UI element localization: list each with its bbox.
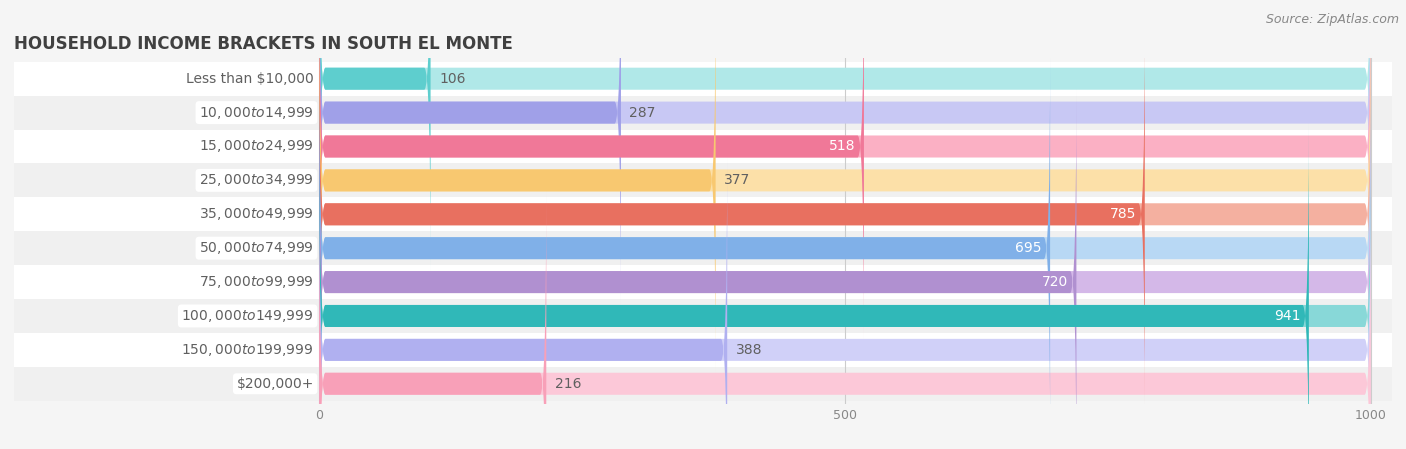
FancyBboxPatch shape	[319, 22, 1371, 407]
Text: $25,000 to $34,999: $25,000 to $34,999	[200, 172, 314, 189]
FancyBboxPatch shape	[319, 0, 1371, 271]
FancyBboxPatch shape	[319, 158, 727, 449]
FancyBboxPatch shape	[319, 56, 1371, 440]
FancyBboxPatch shape	[14, 62, 1392, 96]
FancyBboxPatch shape	[14, 130, 1392, 163]
Text: 287: 287	[630, 106, 655, 119]
FancyBboxPatch shape	[319, 123, 1371, 449]
FancyBboxPatch shape	[319, 56, 1050, 440]
Text: $150,000 to $199,999: $150,000 to $199,999	[181, 342, 314, 358]
FancyBboxPatch shape	[319, 0, 430, 271]
FancyBboxPatch shape	[319, 191, 1371, 449]
Text: $200,000+: $200,000+	[236, 377, 314, 391]
FancyBboxPatch shape	[319, 158, 1371, 449]
FancyBboxPatch shape	[14, 231, 1392, 265]
FancyBboxPatch shape	[14, 333, 1392, 367]
Text: $35,000 to $49,999: $35,000 to $49,999	[200, 206, 314, 222]
FancyBboxPatch shape	[319, 0, 863, 339]
Text: 388: 388	[735, 343, 762, 357]
Text: $10,000 to $14,999: $10,000 to $14,999	[200, 105, 314, 121]
Text: 695: 695	[1015, 241, 1042, 255]
Text: 106: 106	[439, 72, 465, 86]
FancyBboxPatch shape	[319, 0, 1371, 305]
FancyBboxPatch shape	[14, 163, 1392, 198]
FancyBboxPatch shape	[319, 0, 621, 305]
Text: 941: 941	[1274, 309, 1301, 323]
Text: 216: 216	[555, 377, 581, 391]
Text: $75,000 to $99,999: $75,000 to $99,999	[200, 274, 314, 290]
FancyBboxPatch shape	[14, 198, 1392, 231]
Text: HOUSEHOLD INCOME BRACKETS IN SOUTH EL MONTE: HOUSEHOLD INCOME BRACKETS IN SOUTH EL MO…	[14, 35, 513, 53]
FancyBboxPatch shape	[319, 0, 1371, 373]
FancyBboxPatch shape	[319, 123, 1309, 449]
FancyBboxPatch shape	[14, 96, 1392, 130]
Text: $15,000 to $24,999: $15,000 to $24,999	[200, 138, 314, 154]
FancyBboxPatch shape	[14, 265, 1392, 299]
FancyBboxPatch shape	[319, 191, 547, 449]
Text: Less than $10,000: Less than $10,000	[186, 72, 314, 86]
Text: 518: 518	[830, 140, 855, 154]
Text: $50,000 to $74,999: $50,000 to $74,999	[200, 240, 314, 256]
Text: $100,000 to $149,999: $100,000 to $149,999	[181, 308, 314, 324]
Text: 377: 377	[724, 173, 751, 187]
FancyBboxPatch shape	[14, 367, 1392, 401]
FancyBboxPatch shape	[319, 90, 1077, 449]
FancyBboxPatch shape	[14, 299, 1392, 333]
FancyBboxPatch shape	[319, 0, 1371, 339]
FancyBboxPatch shape	[319, 90, 1371, 449]
FancyBboxPatch shape	[319, 22, 1144, 407]
Text: 720: 720	[1042, 275, 1069, 289]
FancyBboxPatch shape	[319, 0, 716, 373]
Text: Source: ZipAtlas.com: Source: ZipAtlas.com	[1265, 13, 1399, 26]
Text: 785: 785	[1109, 207, 1136, 221]
